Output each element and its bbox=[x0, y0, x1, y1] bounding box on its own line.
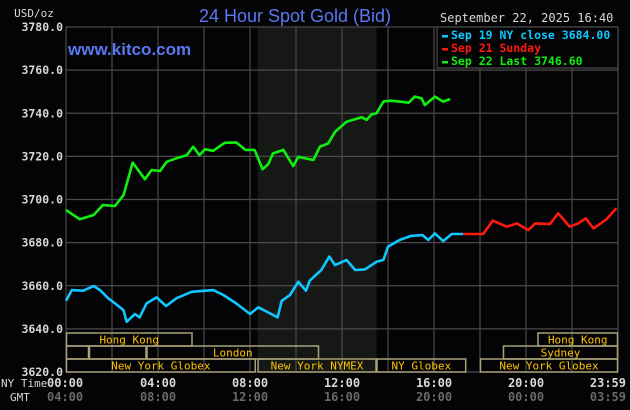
x-tick-ny: 20:00 bbox=[508, 376, 544, 390]
session-label: Sydney bbox=[541, 347, 581, 360]
session-label: Hong Kong bbox=[548, 334, 608, 347]
x-tick-ny: 16:00 bbox=[416, 376, 452, 390]
y-tick-label: 3780.0 bbox=[21, 20, 63, 34]
session-box bbox=[257, 358, 377, 373]
session-label: New York NYMEX bbox=[271, 360, 364, 373]
x-tick-ny: 12:00 bbox=[324, 376, 360, 390]
y-axis-unit: USD/oz bbox=[14, 7, 54, 20]
y-tick-label: 3640.0 bbox=[21, 322, 63, 336]
x-tick-ny: 08:00 bbox=[232, 376, 268, 390]
session-label: NY Globex bbox=[392, 360, 452, 373]
session-label: New York Globex bbox=[111, 360, 211, 373]
y-tick-label: 3760.0 bbox=[21, 63, 63, 77]
legend-entry: Sep 22 Last 3746.60 bbox=[451, 54, 583, 68]
y-tick-label: 3660.0 bbox=[21, 279, 63, 293]
series-line bbox=[65, 95, 451, 221]
legend-swatch bbox=[442, 48, 448, 51]
x-tick-gmt: 00:00 bbox=[508, 390, 544, 404]
session-box bbox=[479, 358, 619, 373]
x-axis-ny-label: NY Time bbox=[1, 377, 47, 390]
legend-entry: Sep 19 NY close 3684.00 bbox=[451, 28, 610, 42]
x-tick-gmt: 16:00 bbox=[324, 390, 360, 404]
session-label: New York Globex bbox=[499, 360, 599, 373]
session-label: Hong Kong bbox=[99, 334, 159, 347]
session-label: London bbox=[213, 347, 253, 360]
series-line bbox=[463, 207, 618, 236]
timestamp: September 22, 2025 16:40 bbox=[440, 11, 613, 25]
legend-swatch bbox=[442, 61, 448, 64]
x-tick-gmt: 03:59 bbox=[590, 390, 626, 404]
legend-swatch bbox=[442, 35, 448, 38]
y-tick-label: 3740.0 bbox=[21, 106, 63, 120]
legend-entry: Sep 21 Sunday bbox=[451, 41, 541, 55]
series-line bbox=[64, 232, 464, 324]
x-tick-gmt: 12:00 bbox=[232, 390, 268, 404]
x-tick-gmt: 04:00 bbox=[47, 390, 83, 404]
x-tick-gmt: 08:00 bbox=[140, 390, 176, 404]
y-tick-label: 3620.0 bbox=[21, 365, 63, 379]
y-tick-label: 3700.0 bbox=[21, 193, 63, 207]
session-box bbox=[376, 358, 467, 373]
chart-title: 24 Hour Spot Gold (Bid) bbox=[199, 6, 391, 26]
watermark: www.kitco.com bbox=[67, 40, 191, 59]
x-tick-ny: 23:59 bbox=[590, 376, 626, 390]
legend-box bbox=[436, 26, 619, 69]
x-tick-ny: 04:00 bbox=[140, 376, 176, 390]
x-tick-ny: 00:00 bbox=[47, 376, 83, 390]
session-box bbox=[65, 358, 256, 373]
x-tick-gmt: 20:00 bbox=[416, 390, 452, 404]
y-tick-label: 3680.0 bbox=[21, 236, 63, 250]
session-box bbox=[65, 345, 90, 360]
session-box bbox=[88, 345, 147, 360]
y-tick-label: 3720.0 bbox=[21, 149, 63, 163]
x-axis-gmt-label: GMT bbox=[10, 391, 30, 404]
